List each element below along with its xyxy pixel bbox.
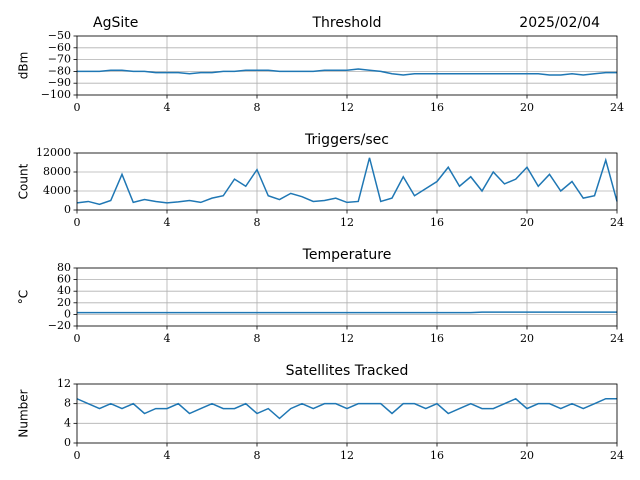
plot-frame: [76, 35, 618, 96]
series-line: [77, 311, 617, 314]
x-tick-label: 16: [430, 449, 444, 462]
series-line: [76, 157, 618, 206]
panel-title: Threshold: [312, 15, 382, 31]
panel-title: Satellites Tracked: [286, 363, 409, 379]
plot-frame: [76, 152, 618, 211]
y-tick-label: −90: [48, 76, 71, 89]
x-tick-label: 12: [340, 101, 354, 114]
x-tick-label: 24: [610, 216, 624, 229]
x-tick-label: 0: [74, 332, 81, 345]
x-tick-label: 16: [430, 332, 444, 345]
x-tick-label: 8: [254, 101, 261, 114]
x-tick-label: 4: [164, 216, 171, 229]
y-tick-label: 8: [64, 397, 71, 410]
x-tick-label: 4: [164, 101, 171, 114]
series-line: [77, 68, 617, 76]
y-axis-label: °C: [17, 290, 31, 304]
y-tick-label: 12000: [36, 146, 71, 159]
x-tick-label: 4: [164, 449, 171, 462]
y-axis-label: dBm: [17, 52, 31, 80]
y-tick-label: −50: [48, 29, 71, 42]
y-tick-label: 0: [64, 203, 71, 216]
x-tick-label: 20: [520, 332, 534, 345]
plot-frame: [76, 267, 618, 327]
y-tick-label: 4: [64, 416, 71, 429]
panel-title: Temperature: [302, 247, 392, 263]
x-tick-label: 12: [340, 332, 354, 345]
y-tick-label: 20: [57, 296, 71, 309]
y-tick-label: 12: [57, 377, 71, 390]
y-tick-label: −70: [48, 53, 71, 66]
y-tick-label: −60: [48, 41, 71, 54]
x-tick-label: 4: [164, 332, 171, 345]
y-tick-label: 40: [57, 284, 71, 297]
x-tick-label: 12: [340, 449, 354, 462]
x-tick-label: 20: [520, 101, 534, 114]
panel-title: Triggers/sec: [304, 132, 389, 148]
x-tick-label: 16: [430, 101, 444, 114]
x-tick-label: 12: [340, 216, 354, 229]
x-tick-label: 20: [520, 449, 534, 462]
y-tick-label: −80: [48, 64, 71, 77]
y-tick-label: −100: [41, 88, 71, 101]
y-tick-label: −20: [48, 319, 71, 332]
x-tick-label: 24: [610, 332, 624, 345]
x-tick-label: 16: [430, 216, 444, 229]
y-tick-label: 8000: [43, 165, 71, 178]
annotation: AgSite: [93, 15, 138, 31]
x-tick-label: 0: [74, 101, 81, 114]
y-axis-label: Number: [17, 389, 31, 437]
x-tick-label: 0: [74, 216, 81, 229]
x-tick-label: 8: [254, 216, 261, 229]
y-tick-label: 60: [57, 273, 71, 286]
x-tick-label: 8: [254, 449, 261, 462]
x-tick-label: 0: [74, 449, 81, 462]
series-line: [76, 397, 617, 420]
y-tick-label: 0: [64, 436, 71, 449]
x-tick-label: 20: [520, 216, 534, 229]
y-axis-label: Count: [17, 163, 31, 199]
x-tick-label: 24: [610, 101, 624, 114]
x-tick-label: 24: [610, 449, 624, 462]
x-tick-label: 8: [254, 332, 261, 345]
y-tick-label: 4000: [43, 184, 71, 197]
annotation: 2025/02/04: [519, 15, 600, 31]
plot-frame: [76, 383, 618, 444]
y-tick-label: 0: [64, 307, 71, 320]
y-tick-label: 80: [57, 261, 71, 274]
